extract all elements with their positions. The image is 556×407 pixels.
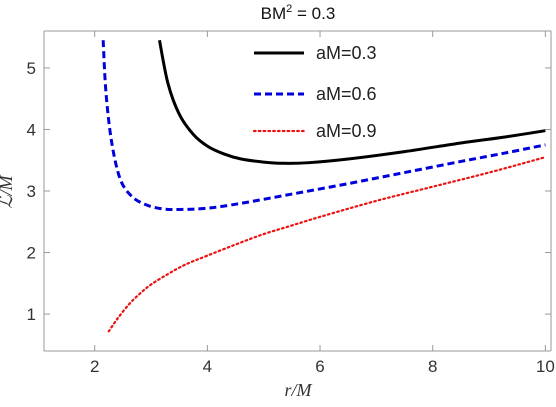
series-line-2 [107, 156, 547, 333]
legend-item-2: aM=0.9 [252, 121, 377, 141]
legend-item-1: aM=0.6 [254, 84, 377, 104]
y-tick-label: 2 [27, 244, 36, 263]
x-tick-label: 2 [90, 357, 99, 376]
x-tick-label: 4 [203, 357, 212, 376]
x-tick-label: 6 [315, 357, 324, 376]
y-tick-label: 3 [27, 182, 36, 201]
chart-title-value: = 0.3 [292, 4, 335, 23]
legend-label-2: aM=0.9 [316, 121, 377, 141]
y-tick-label: 5 [27, 59, 36, 78]
legend: aM=0.3 aM=0.6 aM=0.9 [252, 43, 377, 141]
x-axis-label: r/M [285, 380, 313, 400]
series-line-1 [101, 40, 546, 212]
plot-area [43, 30, 552, 352]
x-tick-label: 8 [428, 357, 437, 376]
legend-item-0: aM=0.3 [254, 43, 377, 63]
series-layer [101, 39, 547, 333]
legend-label-0: aM=0.3 [316, 43, 377, 63]
chart-title-superscript: 2 [286, 3, 292, 15]
chart-title: BM2 = 0.3 [261, 3, 336, 23]
series-line-0 [158, 39, 546, 165]
x-tick-label: 10 [536, 357, 555, 376]
y-tick-label: 1 [27, 305, 36, 324]
legend-label-1: aM=0.6 [316, 84, 377, 104]
y-axis-label: ℒ/M [0, 175, 16, 209]
y-tick-label: 4 [27, 120, 36, 139]
chart-title-base: BM [261, 4, 287, 23]
